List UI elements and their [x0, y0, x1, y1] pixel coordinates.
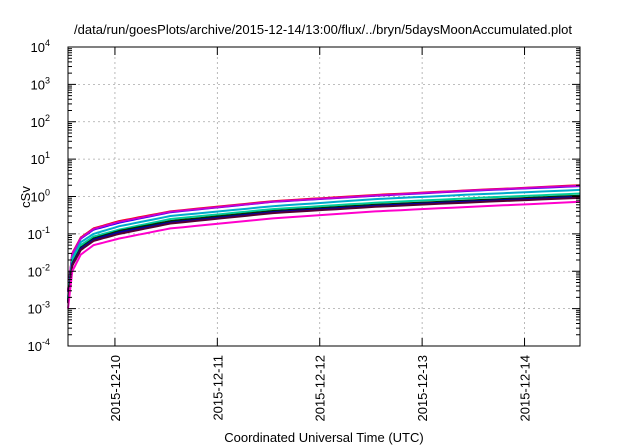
x-tick-label: 2015-12-14	[518, 355, 533, 422]
series-line	[67, 194, 581, 302]
y-tick-label: 10-4	[28, 337, 50, 354]
series-line	[67, 195, 581, 303]
x-tick-label: 2015-12-11	[210, 355, 225, 421]
y-tick-exponent: 3	[45, 75, 50, 85]
series-line	[67, 188, 581, 298]
x-tick-label: 2015-12-13	[415, 355, 430, 422]
y-tick-label: 10-3	[28, 300, 50, 317]
y-tick-label: 102	[31, 113, 50, 130]
y-tick-exponent: 2	[45, 113, 50, 123]
series-line	[67, 200, 581, 309]
y-axis-title: cSv	[18, 186, 33, 208]
y-tick-label: 10-1	[28, 225, 50, 242]
y-tick-exponent: 4	[45, 38, 50, 48]
y-tick-label: 103	[31, 75, 50, 92]
grid	[68, 47, 580, 346]
series-line	[67, 184, 581, 292]
x-tick-label: 2015-12-12	[313, 355, 328, 422]
y-tick-label: 101	[31, 150, 50, 167]
y-tick-label: 100	[31, 188, 50, 205]
y-tick-exponent: -3	[42, 300, 50, 310]
series-line	[67, 192, 581, 300]
y-tick-exponent: 0	[45, 188, 50, 198]
x-axis-title: Coordinated Universal Time (UTC)	[224, 430, 423, 445]
y-tick-exponent: 1	[45, 150, 50, 160]
y-tick-exponent: -1	[42, 225, 50, 235]
y-tick-exponent: -2	[42, 262, 50, 272]
chart-title: /data/run/goesPlots/archive/2015-12-14/1…	[74, 22, 572, 37]
y-tick-label: 104	[31, 38, 50, 55]
series-group	[67, 184, 581, 309]
y-tick-label: 10-2	[28, 262, 50, 279]
y-tick-exponent: -4	[42, 337, 50, 347]
x-tick-label: 2015-12-10	[108, 355, 123, 422]
series-line	[67, 196, 581, 304]
